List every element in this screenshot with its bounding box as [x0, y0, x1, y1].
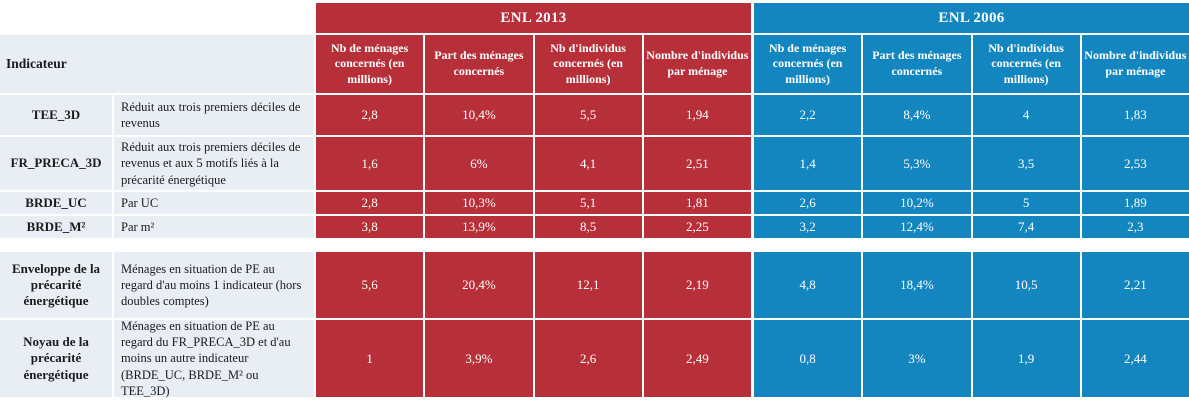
enl-2006-values: 3,2 12,4% 7,4 2,3 [754, 216, 1189, 238]
value-cell: 2,8 [316, 95, 424, 135]
value-cell: 1,81 [643, 192, 751, 214]
row-description: Réduit aux trois premiers déciles de rev… [114, 137, 314, 190]
table-row-brde-uc: BRDE_UC Par UC 2,8 10,3% 5,1 1,81 2,6 10… [0, 192, 1189, 214]
row-description: Par m² [114, 216, 314, 238]
enl-2006-values: 1,4 5,3% 3,5 2,53 [754, 137, 1189, 190]
value-cell: 4,8 [754, 252, 862, 318]
value-cell: 8,4% [863, 95, 971, 135]
column-header: Nb de ménages concernés (en millions) [316, 35, 424, 93]
row-description: Ménages en situation de PE au regard du … [114, 319, 314, 398]
value-cell: 5 [972, 192, 1080, 214]
enl-2013-values: 1,6 6% 4,1 2,51 [316, 137, 751, 190]
row-description: Par UC [114, 192, 314, 214]
column-header: Nombre d'individus par ménage [1081, 35, 1189, 93]
value-cell: 12,1 [534, 252, 642, 318]
row-label: Enveloppe de la précarité énergétique [0, 252, 112, 318]
value-cell: 2,8 [316, 192, 424, 214]
value-cell: 2,49 [643, 320, 751, 397]
row-description: Ménages en situation de PE au regard d'a… [114, 252, 314, 318]
value-cell: 2,53 [1081, 137, 1189, 190]
value-cell: 2,19 [643, 252, 751, 318]
enl-2006-column-headers: Nb de ménages concernés (en millions) Pa… [754, 35, 1189, 93]
row-description: Réduit aux trois premiers déciles de rev… [114, 95, 314, 135]
column-header: Part des ménages concernés [863, 35, 971, 93]
value-cell: 3,5 [972, 137, 1080, 190]
table-row-enveloppe: Enveloppe de la précarité énergétique Mé… [0, 252, 1189, 318]
value-cell: 2,6 [754, 192, 862, 214]
value-cell: 5,5 [534, 95, 642, 135]
value-cell: 1 [316, 320, 424, 397]
row-label: Noyau de la précarité énergétique [0, 320, 112, 397]
value-cell: 12,4% [863, 216, 971, 238]
banner-left-spacer [0, 3, 314, 33]
value-cell: 8,5 [534, 216, 642, 238]
value-cell: 1,4 [754, 137, 862, 190]
value-cell: 0,8 [754, 320, 862, 397]
value-cell: 2,21 [1081, 252, 1189, 318]
value-cell: 4,1 [534, 137, 642, 190]
column-header: Nombre d'individus par ménage [643, 35, 751, 93]
value-cell: 1,83 [1081, 95, 1189, 135]
column-header: Nb d'individus concernés (en millions) [534, 35, 642, 93]
value-cell: 1,9 [972, 320, 1080, 397]
header-banner-row: ENL 2013 ENL 2006 [0, 3, 1189, 33]
enl-2006-values: 2,2 8,4% 4 1,83 [754, 95, 1189, 135]
value-cell: 4 [972, 95, 1080, 135]
enl-2013-values: 5,6 20,4% 12,1 2,19 [316, 252, 751, 318]
enl-2013-values: 1 3,9% 2,6 2,49 [316, 320, 751, 397]
value-cell: 2,44 [1081, 320, 1189, 397]
table-row-brde-m2: BRDE_M² Par m² 3,8 13,9% 8,5 2,25 3,2 12… [0, 216, 1189, 238]
row-label: BRDE_UC [0, 192, 112, 214]
row-label: FR_PRECA_3D [0, 137, 112, 190]
enl-2006-values: 0,8 3% 1,9 2,44 [754, 320, 1189, 397]
value-cell: 10,4% [425, 95, 533, 135]
banner-enl-2006-group: ENL 2006 [754, 3, 1189, 33]
value-cell: 10,2% [863, 192, 971, 214]
corner-header-indicateur: Indicateur [0, 35, 314, 93]
value-cell: 10,3% [425, 192, 533, 214]
value-cell: 18,4% [863, 252, 971, 318]
value-cell: 5,3% [863, 137, 971, 190]
value-cell: 2,25 [643, 216, 751, 238]
value-cell: 3,9% [425, 320, 533, 397]
enl-2013-values: 2,8 10,3% 5,1 1,81 [316, 192, 751, 214]
section-separator [0, 240, 1189, 252]
banner-enl-2013: ENL 2013 [316, 3, 751, 33]
column-header: Nb de ménages concernés (en millions) [754, 35, 862, 93]
value-cell: 1,94 [643, 95, 751, 135]
value-cell: 2,2 [754, 95, 862, 135]
value-cell: 3% [863, 320, 971, 397]
enl-2006-values: 2,6 10,2% 5 1,89 [754, 192, 1189, 214]
value-cell: 5,1 [534, 192, 642, 214]
value-cell: 3,8 [316, 216, 424, 238]
value-cell: 2,6 [534, 320, 642, 397]
enl-2013-values: 3,8 13,9% 8,5 2,25 [316, 216, 751, 238]
table-row-tee-3d: TEE_3D Réduit aux trois premiers déciles… [0, 95, 1189, 135]
row-label: BRDE_M² [0, 216, 112, 238]
value-cell: 6% [425, 137, 533, 190]
enl-2013-values: 2,8 10,4% 5,5 1,94 [316, 95, 751, 135]
table-row-fr-preca-3d: FR_PRECA_3D Réduit aux trois premiers dé… [0, 137, 1189, 190]
value-cell: 13,9% [425, 216, 533, 238]
value-cell: 5,6 [316, 252, 424, 318]
enl-2013-column-headers: Nb de ménages concernés (en millions) Pa… [316, 35, 751, 93]
value-cell: 20,4% [425, 252, 533, 318]
value-cell: 2,3 [1081, 216, 1189, 238]
table-row-noyau: Noyau de la précarité énergétique Ménage… [0, 319, 1189, 398]
column-header-row: Indicateur Nb de ménages concernés (en m… [0, 35, 1189, 93]
banner-enl-2006: ENL 2006 [754, 3, 1189, 33]
value-cell: 2,51 [643, 137, 751, 190]
column-header: Part des ménages concernés [425, 35, 533, 93]
row-label: TEE_3D [0, 95, 112, 135]
value-cell: 7,4 [972, 216, 1080, 238]
column-header: Nb d'individus concernés (en millions) [972, 35, 1080, 93]
enl-2006-values: 4,8 18,4% 10,5 2,21 [754, 252, 1189, 318]
value-cell: 1,89 [1081, 192, 1189, 214]
value-cell: 1,6 [316, 137, 424, 190]
value-cell: 10,5 [972, 252, 1080, 318]
value-cell: 3,2 [754, 216, 862, 238]
